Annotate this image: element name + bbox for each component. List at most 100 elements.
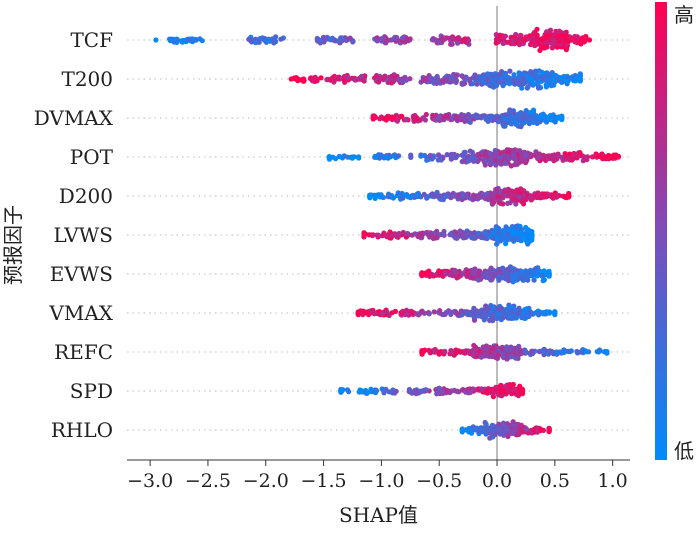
data-point — [403, 192, 409, 198]
series-d200 — [367, 185, 572, 207]
data-point — [153, 37, 159, 43]
data-point — [528, 75, 534, 81]
feature-label-refc: REFC — [54, 340, 113, 364]
data-point — [577, 76, 583, 82]
data-point — [500, 120, 506, 126]
data-point — [489, 76, 495, 82]
data-point — [510, 430, 516, 436]
data-point — [555, 115, 561, 121]
data-point — [465, 158, 472, 164]
series-evws — [419, 264, 552, 285]
data-point — [541, 45, 548, 51]
data-point — [519, 271, 525, 277]
data-point — [497, 312, 503, 318]
data-point — [418, 231, 424, 237]
data-point — [368, 386, 374, 392]
data-point — [334, 75, 341, 81]
data-point — [510, 423, 517, 429]
data-point — [343, 37, 349, 43]
data-point — [502, 71, 508, 77]
data-point — [535, 265, 541, 271]
data-point — [498, 161, 504, 167]
feature-label-rhlo: RHLO — [51, 418, 113, 442]
data-point — [246, 36, 252, 42]
data-point — [547, 348, 553, 354]
data-point — [510, 230, 516, 236]
data-point — [523, 425, 529, 432]
data-point — [504, 154, 510, 160]
data-point — [322, 36, 328, 42]
data-point — [418, 153, 424, 159]
data-point — [497, 428, 503, 434]
data-point — [551, 37, 558, 43]
data-point — [475, 230, 482, 236]
data-point — [522, 37, 528, 43]
data-point — [459, 80, 465, 86]
data-point — [502, 192, 509, 198]
data-point — [567, 34, 573, 40]
data-point — [493, 40, 499, 46]
data-point — [403, 116, 409, 122]
data-point — [503, 224, 509, 230]
data-point — [516, 114, 522, 120]
data-point — [456, 273, 462, 279]
data-point — [546, 310, 553, 316]
data-point — [529, 348, 535, 354]
data-point — [615, 154, 622, 160]
colorbar-gradient — [655, 2, 667, 460]
x-tick-label: −1.0 — [358, 470, 404, 492]
data-point — [508, 354, 514, 360]
data-point — [436, 40, 442, 46]
data-point — [461, 309, 467, 315]
data-point — [477, 194, 484, 200]
data-point — [528, 69, 534, 75]
data-point — [396, 153, 402, 159]
data-point — [499, 275, 505, 281]
data-point — [584, 154, 590, 160]
data-point — [505, 200, 511, 206]
data-point — [468, 154, 474, 160]
data-point — [513, 121, 519, 127]
data-point — [471, 342, 477, 349]
data-point — [448, 349, 454, 355]
data-point — [506, 227, 513, 233]
data-point — [256, 39, 262, 45]
data-point — [392, 390, 398, 396]
data-point — [482, 230, 488, 236]
data-point — [372, 390, 379, 396]
data-point — [553, 350, 560, 356]
data-point — [487, 114, 494, 120]
data-point — [470, 270, 477, 277]
data-point — [487, 435, 493, 441]
data-point — [383, 117, 389, 123]
data-point — [548, 73, 554, 79]
data-point — [364, 389, 370, 396]
data-point — [454, 35, 460, 41]
data-point — [522, 235, 528, 241]
data-point — [493, 355, 499, 361]
data-point — [420, 77, 426, 84]
data-point — [540, 194, 546, 200]
data-point — [523, 152, 529, 158]
data-point — [494, 240, 500, 246]
data-point — [345, 74, 351, 80]
data-point — [467, 389, 473, 396]
data-point — [500, 420, 506, 426]
data-point — [533, 194, 539, 200]
series-vmax — [355, 302, 558, 324]
data-point — [437, 193, 443, 199]
data-point — [167, 36, 173, 42]
data-point — [392, 231, 398, 237]
data-point — [490, 313, 496, 319]
data-point — [329, 35, 335, 41]
data-point — [519, 388, 526, 394]
data-point — [526, 115, 532, 121]
data-point — [354, 77, 360, 83]
data-point — [488, 277, 494, 283]
data-point — [542, 73, 548, 80]
data-point — [339, 35, 345, 41]
data-point — [559, 115, 565, 121]
data-point — [497, 268, 503, 274]
data-point — [563, 78, 569, 84]
